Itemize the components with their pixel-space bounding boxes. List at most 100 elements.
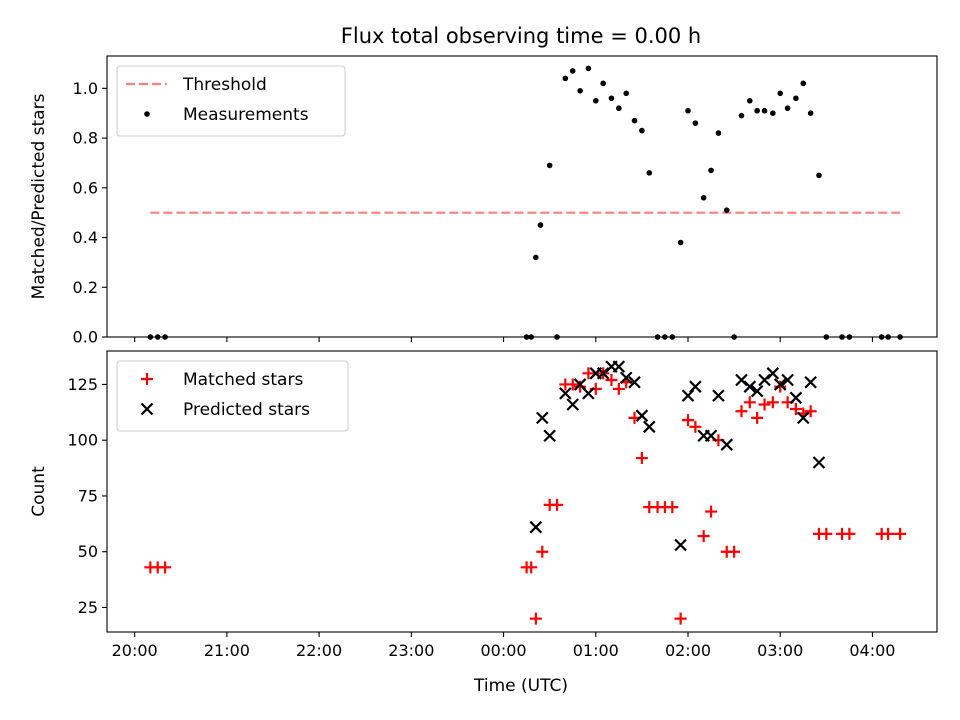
data-point [754, 107, 760, 114]
y-axis-label: Count [29, 466, 49, 517]
y-tick-label: 100 [67, 431, 98, 450]
data-point [677, 239, 684, 246]
legend-swatch [140, 402, 154, 416]
data-point [682, 414, 694, 427]
data-point [546, 162, 553, 169]
x-tick-label: 01:00 [573, 641, 619, 660]
data-point [758, 398, 771, 411]
data-point [728, 545, 741, 558]
data-point [793, 95, 799, 102]
data-point [582, 367, 595, 380]
data-point [566, 398, 579, 411]
data-point [585, 65, 592, 72]
legend-label: Measurements [183, 105, 309, 125]
legend-box [116, 360, 349, 432]
data-point [612, 360, 626, 373]
data-point [738, 112, 745, 119]
data-point [600, 80, 606, 87]
data-point [689, 380, 702, 393]
data-point [743, 396, 756, 409]
legend-label: Threshold [182, 75, 267, 95]
data-point [704, 429, 718, 443]
data-point [582, 387, 595, 400]
x-tick-label: 03:00 [757, 641, 803, 660]
flux-ratio-panel: 0.0 0.2 0.4 0.6 0.8 1.0 Matched/Predicted star… [29, 55, 938, 347]
y-tick-label: 1.0 [73, 79, 98, 98]
data-point [743, 380, 757, 393]
data-point [525, 561, 538, 574]
data-point [705, 505, 718, 518]
data-point [720, 438, 734, 451]
data-point [777, 90, 784, 97]
data-point [674, 612, 687, 625]
data-point [685, 107, 691, 114]
data-point [537, 222, 544, 228]
data-point [758, 373, 771, 387]
data-point [797, 411, 810, 425]
data-point [812, 456, 826, 469]
y-axis-label: Matched/Predicted stars [29, 93, 49, 299]
data-point [894, 527, 907, 540]
data-point [635, 409, 649, 422]
data-point [562, 75, 569, 82]
data-point [750, 384, 764, 398]
data-point [697, 530, 710, 543]
data-point [592, 97, 599, 104]
data-point [616, 105, 622, 112]
data-point [735, 373, 748, 387]
y-tick-label: 0.8 [73, 129, 98, 148]
y-tick-label: 75 [78, 486, 98, 505]
data-point [536, 545, 549, 558]
y-tick-label: 0.6 [73, 178, 98, 197]
data-point [529, 520, 543, 534]
data-point [784, 105, 791, 112]
data-point [577, 88, 583, 94]
x-axis-label: Time (UTC) [473, 676, 568, 696]
y-tick-label: 125 [67, 375, 98, 394]
data-point [159, 561, 172, 574]
data-point [559, 387, 572, 400]
data-point [608, 95, 615, 102]
legend-label: Predicted stars [183, 400, 310, 420]
data-point [639, 127, 645, 134]
data-point [746, 97, 753, 104]
data-point [800, 80, 807, 87]
data-point [751, 411, 764, 424]
data-point [820, 527, 833, 540]
y-tick-label: 50 [78, 542, 98, 561]
data-point [774, 380, 787, 393]
data-point [781, 373, 794, 387]
data-point [804, 375, 817, 389]
y-tick-label: 0.2 [73, 278, 98, 297]
legend: Threshold Measurements [116, 65, 346, 137]
axes-frame [106, 55, 938, 338]
data-point [692, 120, 699, 126]
x-tick-label: 02:00 [665, 641, 711, 660]
legend-swatch [141, 373, 153, 385]
data-point [543, 429, 556, 443]
data-point [569, 68, 576, 74]
star-count-panel: 25 50 75 100 125 20:00 21:00 22:00 23:00 00:00 01:… [29, 350, 938, 660]
data-point [816, 172, 822, 179]
data-point [623, 90, 630, 97]
data-point [735, 405, 748, 418]
data-point [770, 110, 776, 116]
data-point [533, 254, 539, 261]
data-point [789, 391, 803, 405]
data-point [807, 110, 814, 116]
data-point [715, 130, 722, 136]
x-tick-label: 21:00 [204, 641, 250, 660]
data-point [766, 367, 780, 380]
data-point [551, 498, 564, 511]
data-point [882, 527, 895, 540]
chart-title: Flux total observing time = 0.00 h [341, 24, 701, 48]
data-point [619, 371, 633, 385]
legend-swatch [144, 111, 150, 117]
data-point [761, 107, 768, 114]
data-point [536, 411, 549, 425]
data-point [789, 402, 802, 415]
data-point [642, 420, 656, 434]
data-point [723, 207, 730, 213]
data-point [773, 378, 787, 391]
